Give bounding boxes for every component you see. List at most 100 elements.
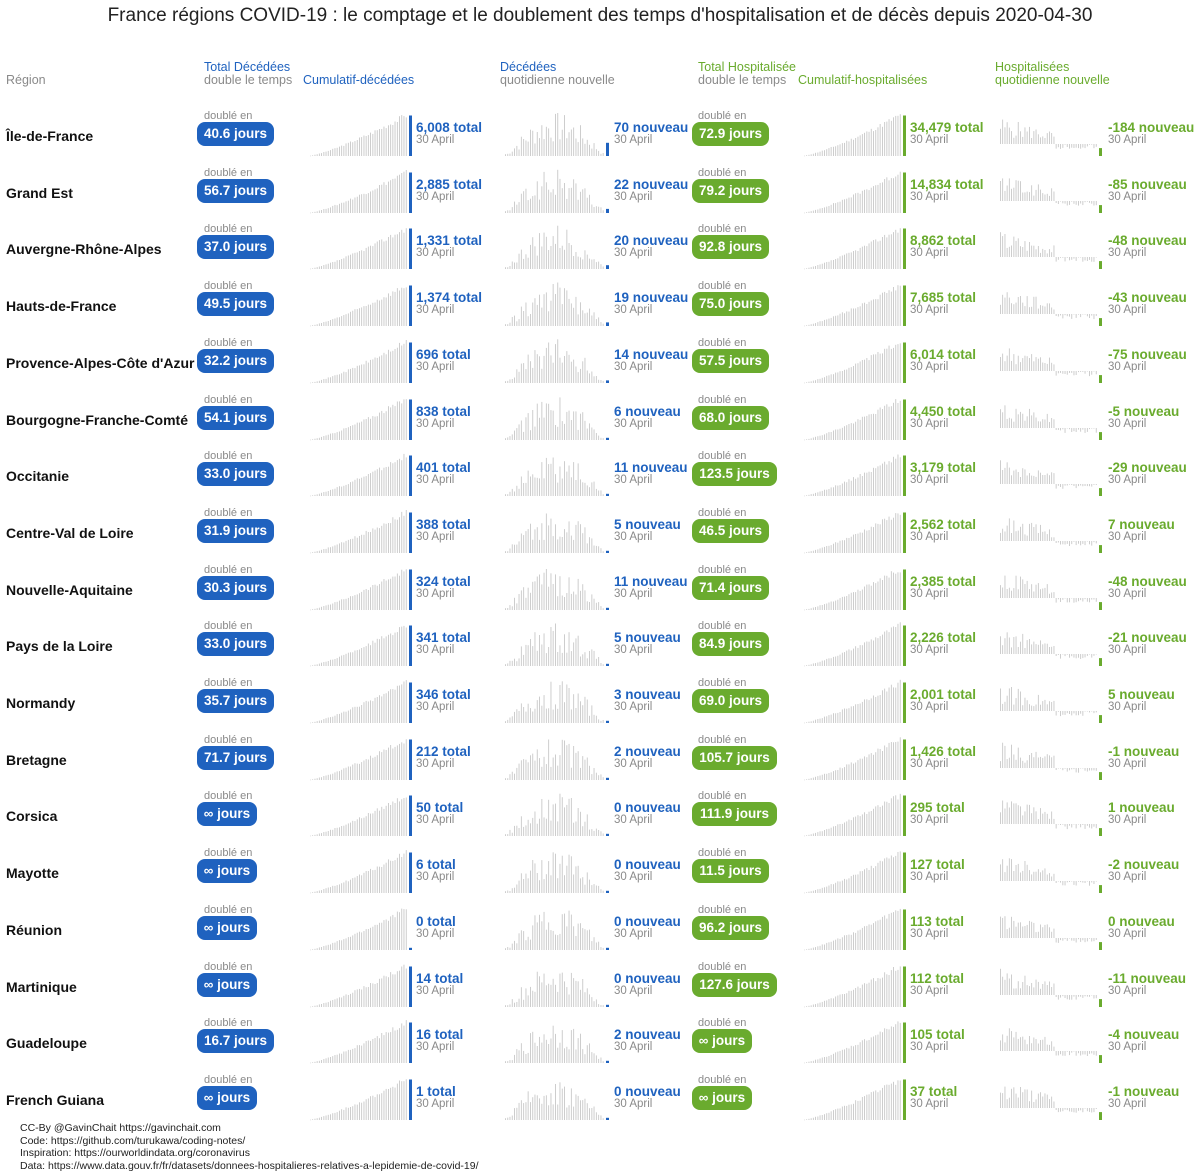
spark-bar (1046, 363, 1048, 371)
spark-bar (1053, 819, 1055, 825)
spark-bar (1042, 1096, 1044, 1108)
spark-bar (868, 301, 870, 327)
spark-bar (394, 973, 396, 1007)
spark-bar (559, 1042, 561, 1064)
spark-bar (1037, 134, 1039, 144)
spark-bar (545, 292, 547, 327)
hosp-doubling-pill: 84.9 jours (692, 632, 769, 657)
spark-bar (516, 485, 518, 497)
spark-bar (837, 769, 839, 780)
spark-bar (577, 980, 579, 1007)
spark-bar (405, 968, 407, 1007)
spark-bar (372, 1039, 374, 1064)
doubled-in-label: doublé en (698, 280, 747, 293)
spark-bar (810, 550, 812, 553)
spark-bar (899, 908, 901, 950)
spark-bar (1004, 190, 1006, 201)
spark-bar (884, 235, 886, 270)
spark-bar (539, 696, 540, 723)
spark-bar (817, 549, 819, 553)
spark-bar (334, 828, 336, 837)
spark-bar (336, 487, 338, 497)
spark-bar (511, 888, 513, 894)
spark-bar (314, 1061, 316, 1064)
spark-bar (812, 1004, 814, 1007)
spark-bar (815, 719, 816, 723)
spark-bar (853, 477, 854, 497)
spark-bar (828, 545, 830, 553)
spark-bar (884, 518, 886, 553)
hosp-daily-spark (1000, 348, 1102, 383)
spark-bar (345, 654, 347, 667)
spark-bar (1093, 597, 1095, 600)
spark-bar (530, 1101, 531, 1120)
spark-bar (819, 662, 821, 667)
spark-bar (401, 402, 403, 440)
death-doubling-pill: ∞ jours (197, 972, 257, 997)
spark-bar (810, 664, 812, 667)
hosp-new-date: 30 April (1108, 417, 1147, 430)
spark-bar (1031, 1090, 1033, 1108)
spark-bar (514, 262, 515, 270)
spark-bar (365, 530, 367, 553)
spark-bar (347, 936, 349, 950)
doubled-in-label: doublé en (204, 790, 253, 803)
spark-bar (352, 481, 354, 497)
spark-bar (1080, 370, 1082, 372)
spark-bar (388, 466, 389, 497)
hosp-new-value: -21 nouveau (1108, 630, 1187, 646)
spark-bar (325, 434, 327, 440)
spark-bar (568, 298, 570, 327)
spark-bar (895, 290, 897, 327)
spark-bar (1035, 524, 1037, 541)
spark-bar (899, 114, 901, 156)
spark-bar (841, 596, 843, 610)
spark-bar (589, 258, 590, 270)
death-daily-spark (505, 113, 609, 156)
spark-bar (577, 1038, 579, 1064)
spark-bar (589, 765, 590, 780)
spark-bar (570, 798, 572, 837)
spark-bar (561, 478, 563, 497)
region-name: Pays de la Loire (6, 638, 113, 655)
spark-bar (374, 1038, 376, 1064)
spark-bar (875, 980, 877, 1007)
spark-bar (379, 300, 380, 327)
spark-bar (844, 1105, 845, 1120)
spark-bar (1029, 1036, 1030, 1052)
spark-bar (516, 661, 518, 667)
spark-bar (570, 245, 572, 270)
spark-bar (520, 589, 522, 610)
spark-bar (1037, 532, 1039, 541)
spark-bar (857, 307, 859, 327)
hosp-daily-spark (1000, 518, 1102, 553)
spark-bar (575, 480, 577, 497)
hosp-daily-spark (1000, 1086, 1102, 1120)
spark-bar (1020, 757, 1021, 768)
spark-bar (1064, 654, 1066, 657)
spark-bar (877, 127, 879, 156)
spark-bar (321, 720, 322, 723)
spark-bar (321, 833, 322, 837)
spark-bar (855, 138, 857, 156)
spark-bar (1082, 824, 1084, 826)
spark-bar (837, 201, 839, 213)
spark-bar (857, 930, 859, 950)
spark-bar (886, 293, 888, 327)
spark-bar (1049, 1098, 1050, 1108)
spark-bar (509, 830, 511, 837)
spark-bar (1078, 1107, 1079, 1111)
spark-bar (595, 545, 597, 553)
spark-bar (383, 975, 385, 1007)
spark-bar (1055, 370, 1057, 376)
spark-latest-bar (903, 1022, 906, 1064)
spark-bar (893, 687, 894, 723)
spark-bar (582, 978, 584, 1007)
spark-bar (405, 627, 407, 667)
spark-bar (1069, 937, 1070, 939)
spark-bar (566, 684, 568, 723)
spark-bar (523, 758, 525, 780)
spark-bar (1011, 801, 1012, 825)
spark-bar (363, 647, 365, 667)
spark-bar (379, 412, 380, 440)
